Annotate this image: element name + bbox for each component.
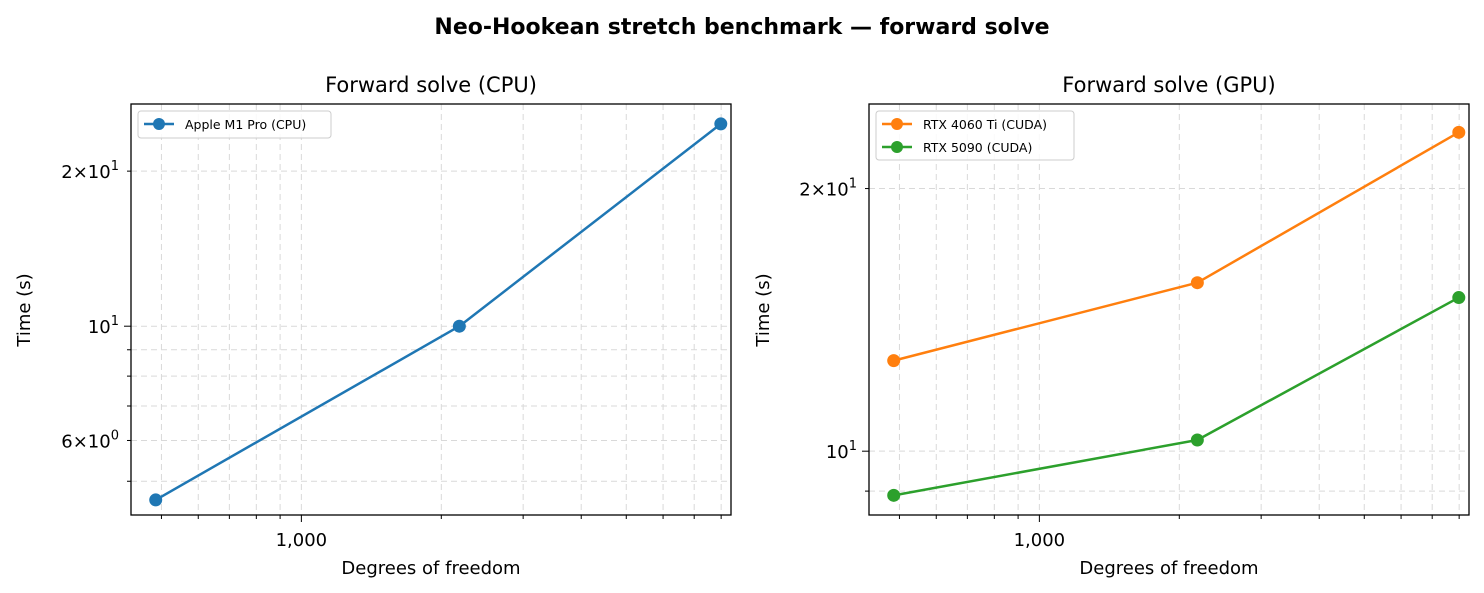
gpu-data-point-rtx-5090-cuda: [887, 488, 901, 502]
gpu-data-point-rtx-4060-ti-cuda: [1190, 276, 1204, 290]
cpu-y-tick-label: 2×101: [61, 159, 119, 183]
gpu-data-point-rtx-4060-ti-cuda: [1452, 125, 1466, 139]
gpu-x-tick-label: 1,000: [1014, 530, 1066, 551]
cpu-plot-area: 1,000 6×100 101 2×101: [61, 103, 732, 551]
cpu-data-point-apple-m1-pro-cpu: [714, 117, 728, 131]
cpu-legend: Apple M1 Pro (CPU): [137, 110, 332, 139]
cpu-legend-box: [137, 110, 332, 139]
gpu-y-axis-label: Time (s): [753, 273, 774, 347]
gpu-axes-frame: [868, 103, 1470, 516]
gpu-y-tick-label: 2×101: [799, 177, 857, 201]
gpu-plot-area: 1,000 101 2×101: [799, 103, 1470, 551]
gpu-legend: RTX 4060 Ti (CUDA) RTX 5090 (CUDA): [875, 110, 1075, 161]
cpu-panel: Forward solve (CPU) 1,000 6×100 101 2×101 D…: [14, 73, 732, 579]
gpu-panel-title: Forward solve (GPU): [1062, 73, 1275, 97]
gpu-legend-box: [875, 110, 1075, 161]
gpu-series-line-rtx-5090-cuda: [893, 296, 1460, 497]
cpu-y-tick-label: 6×100: [61, 428, 119, 452]
cpu-axes-frame: [130, 103, 732, 516]
gpu-x-axis-label: Degrees of freedom: [1079, 558, 1258, 579]
gpu-legend-marker-rtx-5090: [891, 141, 903, 153]
gpu-data-point-rtx-4060-ti-cuda: [887, 354, 901, 368]
cpu-data-point-apple-m1-pro-cpu: [452, 319, 466, 333]
gpu-y-tick-label: 101: [826, 439, 857, 463]
cpu-legend-label-apple-m1-pro: Apple M1 Pro (CPU): [185, 117, 306, 132]
cpu-x-tick-label: 1,000: [276, 530, 328, 551]
gpu-data-point-rtx-5090-cuda: [1190, 433, 1204, 447]
gpu-legend-marker-rtx-4060-ti: [891, 118, 903, 130]
cpu-x-axis-label: Degrees of freedom: [341, 558, 520, 579]
cpu-y-tick-label: 101: [88, 314, 119, 338]
cpu-series-line-apple-m1-pro-cpu: [155, 122, 722, 501]
gpu-legend-label-rtx-4060-ti: RTX 4060 Ti (CUDA): [923, 117, 1047, 132]
cpu-data-point-apple-m1-pro-cpu: [149, 493, 163, 507]
figure-title: Neo-Hookean stretch benchmark — forward …: [434, 15, 1049, 40]
gpu-legend-label-rtx-5090: RTX 5090 (CUDA): [923, 140, 1032, 155]
gpu-panel: Forward solve (GPU) 1,000 101 2×101 Degree…: [753, 73, 1470, 579]
gpu-data-point-rtx-5090-cuda: [1452, 291, 1466, 305]
cpu-panel-title: Forward solve (CPU): [325, 73, 537, 97]
gpu-series-line-rtx-4060-ti-cuda: [893, 131, 1460, 362]
cpu-legend-marker-apple-m1-pro: [153, 118, 165, 130]
cpu-y-axis-label: Time (s): [14, 273, 35, 347]
